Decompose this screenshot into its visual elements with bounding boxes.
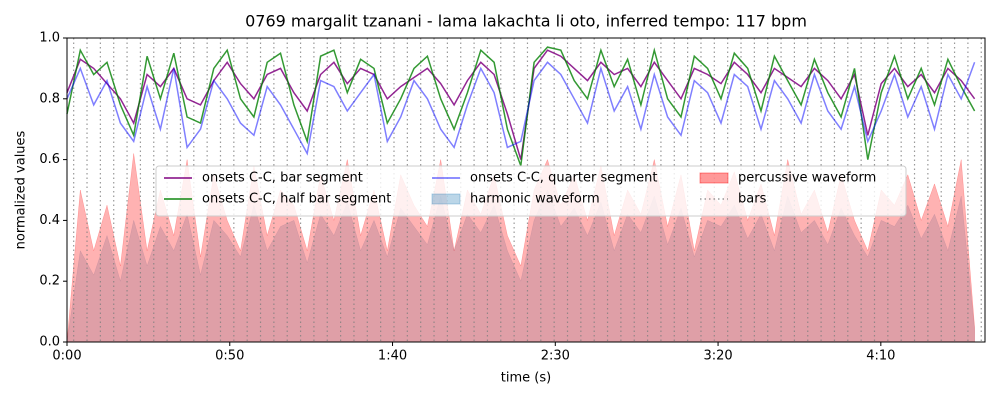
legend-box <box>155 165 907 217</box>
x-tick-label: 2:30 <box>541 349 570 364</box>
legend-key <box>431 193 461 205</box>
x-tick-label: 0:50 <box>215 349 244 364</box>
y-axis-label: normalized values <box>14 130 29 249</box>
y-tick-label: 1.0 <box>39 31 60 46</box>
legend: onsets C-C, bar segment onsets C-C, half … <box>155 165 907 217</box>
line-series <box>66 46 976 166</box>
plot-frame <box>66 37 986 343</box>
x-tick-label: 3:20 <box>703 349 732 364</box>
legend-label: bars <box>738 192 767 207</box>
x-tick-label: 0:00 <box>52 349 81 364</box>
plot-area <box>66 38 982 343</box>
legend-label: percussive waveform <box>738 171 876 186</box>
legend-key <box>699 172 729 184</box>
y-tick-label: 0.6 <box>39 152 60 167</box>
y-tick-label: 0.4 <box>39 213 60 228</box>
legend-label: onsets C-C, bar segment <box>202 171 363 186</box>
y-tick-label: 0.8 <box>39 91 60 106</box>
x-axis-label: time (s) <box>501 371 551 386</box>
legend-label: onsets C-C, half bar segment <box>202 192 391 207</box>
x-tick-label: 4:10 <box>866 349 895 364</box>
legend-label: harmonic waveform <box>470 192 600 207</box>
line-series <box>66 49 976 160</box>
legend-label: onsets C-C, quarter segment <box>470 171 657 186</box>
x-tick-label: 1:40 <box>378 349 407 364</box>
line-series <box>66 61 976 156</box>
y-tick-label: 0.0 <box>39 335 60 350</box>
y-tick-label: 0.2 <box>39 274 60 289</box>
chart-title: 0769 margalit tzanani - lama lakachta li… <box>245 12 807 31</box>
waveform-area <box>66 189 975 343</box>
